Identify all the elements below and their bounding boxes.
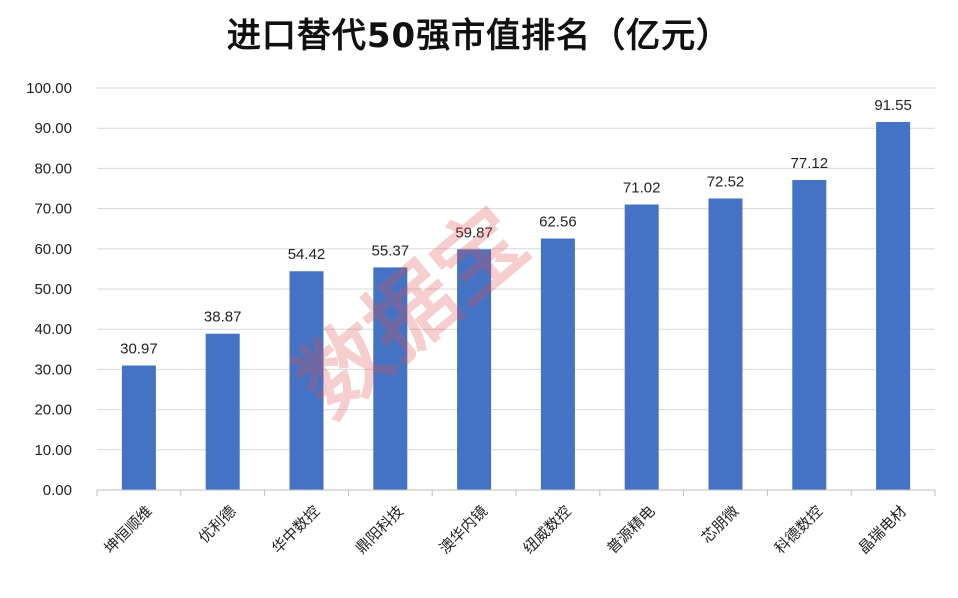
- y-tick-label: 0.00: [43, 482, 72, 499]
- data-label: 91.55: [874, 97, 912, 114]
- data-label: 77.12: [791, 155, 829, 172]
- x-category-label: 华中数控: [268, 502, 323, 557]
- y-axis-tick-labels: 0.00 10.00 20.00 30.00 40.00 50.00 60.00 70.00 8…: [26, 80, 72, 499]
- bar: [708, 198, 743, 490]
- y-tick-label: 70.00: [34, 201, 72, 218]
- x-category-label: 优利德: [195, 502, 240, 547]
- x-axis-category-labels: 坤恒顺维 优利德 华中数控 鼎阳科技 澳华内镜 纽威数控 普源精电 芯朋微 科德数控 晶瑞电材: [101, 502, 910, 557]
- data-labels: 30.97 38.87 54.42 55.37 59.87 62.56 71.02 72.52…: [120, 97, 912, 358]
- data-label: 62.56: [539, 214, 577, 231]
- x-category-label: 纽威数控: [520, 502, 575, 557]
- y-tick-label: 30.00: [34, 361, 72, 378]
- x-category-label: 晶瑞电材: [855, 502, 910, 557]
- bar: [373, 267, 408, 490]
- y-tick-label: 60.00: [34, 241, 72, 258]
- bar: [624, 204, 659, 490]
- data-label: 71.02: [623, 179, 661, 196]
- y-tick-label: 80.00: [34, 160, 72, 177]
- bar: [121, 365, 156, 490]
- x-category-label: 鼎阳科技: [352, 502, 407, 557]
- y-tick-label: 20.00: [34, 402, 72, 419]
- data-label: 55.37: [372, 242, 410, 259]
- data-label: 59.87: [455, 224, 493, 241]
- x-category-label: 芯朋微: [698, 502, 743, 547]
- bar: [289, 271, 324, 490]
- bars: [121, 121, 911, 491]
- y-tick-label: 10.00: [34, 442, 72, 459]
- x-axis: [96, 489, 936, 496]
- y-tick-label: 100.00: [26, 80, 72, 97]
- y-tick-label: 90.00: [34, 120, 72, 137]
- y-tick-label: 50.00: [34, 281, 72, 298]
- data-label: 30.97: [120, 341, 158, 358]
- x-category-label: 普源精电: [603, 502, 658, 557]
- x-category-label: 科德数控: [771, 502, 826, 557]
- bar: [540, 238, 575, 490]
- bar: [205, 333, 240, 490]
- data-label: 38.87: [204, 309, 242, 326]
- bar: [792, 179, 827, 490]
- y-tick-label: 40.00: [34, 321, 72, 338]
- x-category-label: 澳华内镜: [436, 502, 491, 557]
- chart-title: 进口替代50强市值排名（亿元）: [226, 16, 732, 56]
- bar: [457, 249, 492, 490]
- data-label: 54.42: [288, 246, 326, 263]
- bar: [876, 121, 911, 491]
- x-category-label: 坤恒顺维: [101, 502, 156, 557]
- data-label: 72.52: [707, 173, 745, 190]
